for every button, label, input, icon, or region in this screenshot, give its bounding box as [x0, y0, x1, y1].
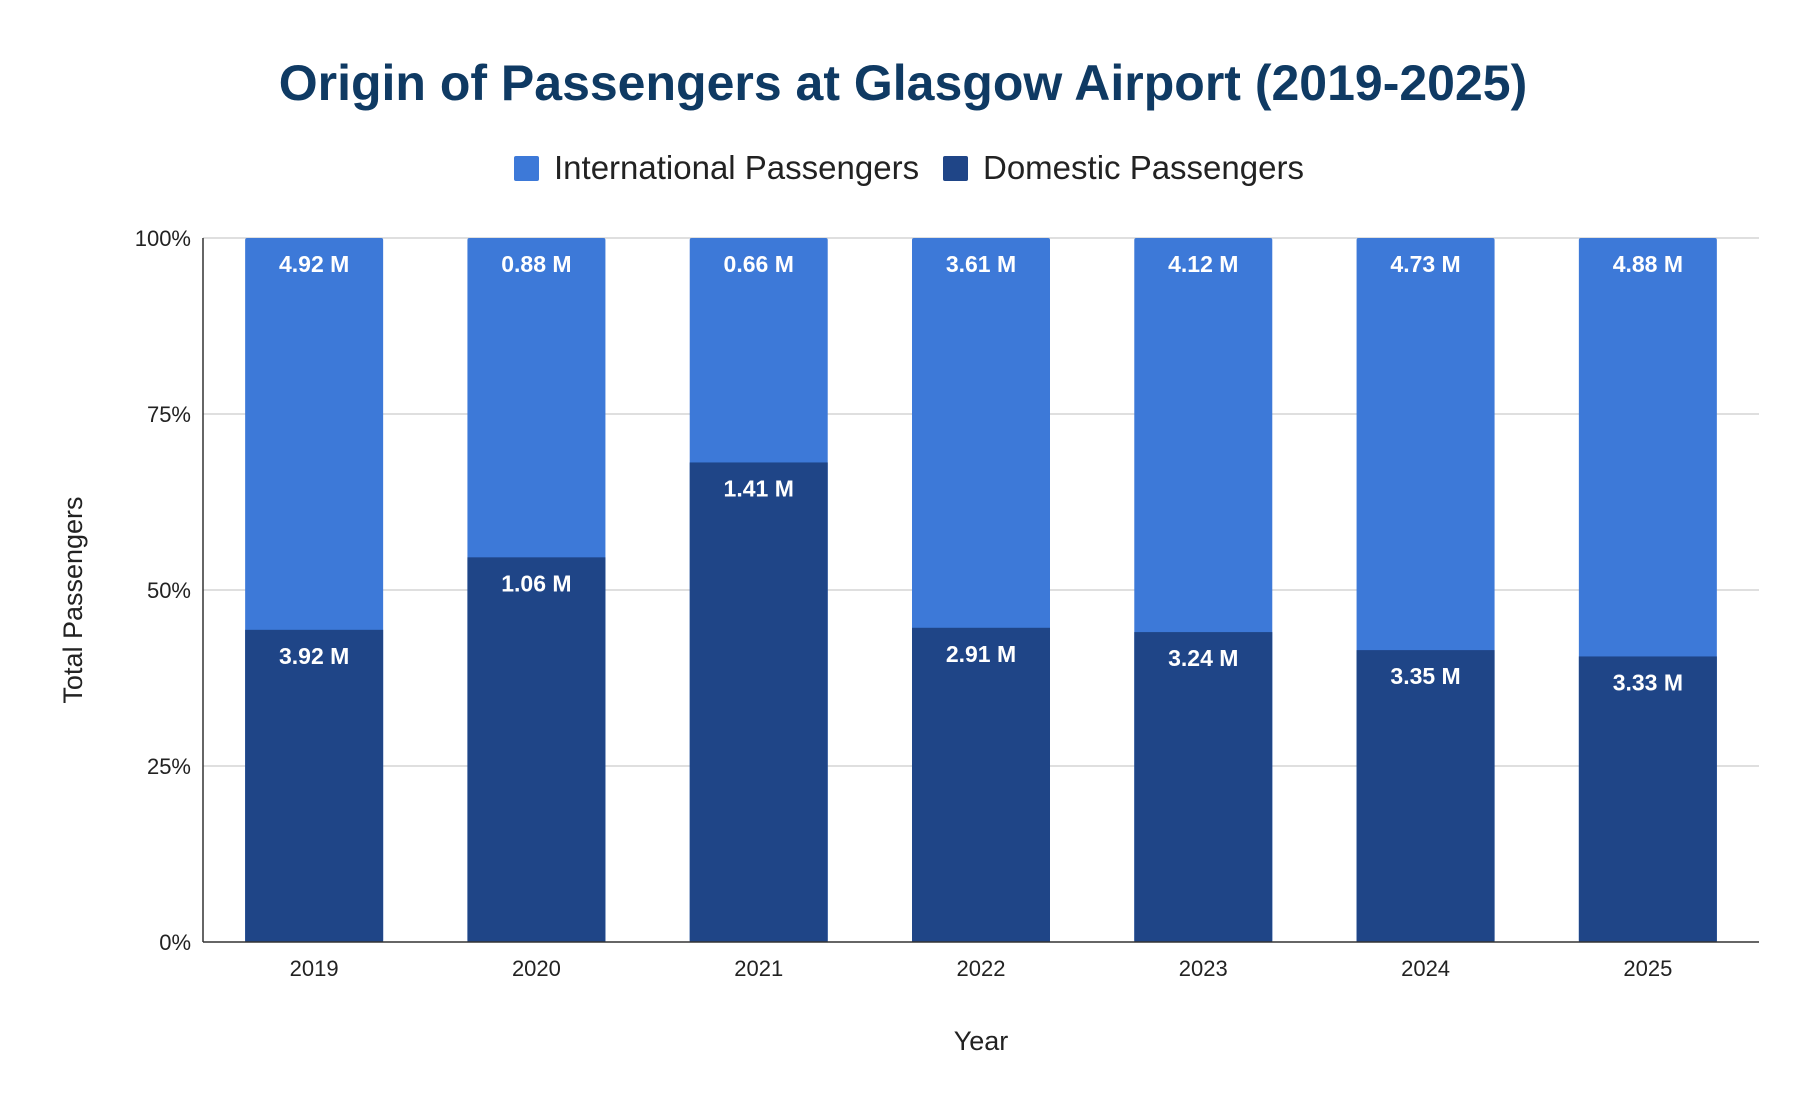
legend-swatch-domestic [943, 156, 968, 181]
y-tick-label: 0% [159, 930, 191, 955]
y-tick-label: 75% [147, 402, 191, 427]
data-label-domestic-2020: 1.06 M [501, 570, 571, 596]
y-tick-label: 25% [147, 754, 191, 779]
bar-domestic-2023 [1134, 632, 1273, 942]
data-label-international-2019: 4.92 M [279, 251, 349, 277]
data-label-domestic-2023: 3.24 M [1168, 645, 1238, 671]
data-label-international-2025: 4.88 M [1613, 251, 1683, 277]
data-label-international-2022: 3.61 M [946, 251, 1016, 277]
bars: 4.92 M 3.92 M 0.88 M 1.06 M 0.66 M 1.41 M 3.61… [245, 238, 1717, 942]
data-label-domestic-2019: 3.92 M [279, 643, 349, 669]
data-label-domestic-2024: 3.35 M [1390, 663, 1460, 689]
y-tick-label: 50% [147, 578, 191, 603]
data-label-international-2023: 4.12 M [1168, 251, 1238, 277]
data-label-international-2020: 0.88 M [501, 251, 571, 277]
legend: International Passengers Domestic Passen… [514, 149, 1304, 186]
legend-swatch-international [514, 156, 539, 181]
data-label-domestic-2021: 1.41 M [724, 475, 794, 501]
chart-title: Origin of Passengers at Glasgow Airport … [279, 55, 1528, 111]
y-axis-title: Total Passengers [58, 496, 88, 703]
x-tick-label: 2022 [957, 956, 1006, 981]
x-axis-ticks: 2019 2020 2021 2022 2023 2024 2025 [290, 956, 1673, 981]
x-tick-label: 2025 [1623, 956, 1672, 981]
x-tick-label: 2023 [1179, 956, 1228, 981]
x-tick-label: 2020 [512, 956, 561, 981]
y-axis-ticks: 0% 25% 50% 75% 100% [135, 226, 191, 955]
bar-domestic-2025 [1578, 656, 1717, 942]
bar-domestic-2019 [245, 629, 384, 942]
data-label-domestic-2022: 2.91 M [946, 641, 1016, 667]
legend-label-domestic: Domestic Passengers [983, 149, 1304, 186]
data-label-domestic-2025: 3.33 M [1613, 669, 1683, 695]
bar-domestic-2021 [689, 462, 828, 942]
x-tick-label: 2024 [1401, 956, 1450, 981]
x-tick-label: 2021 [734, 956, 783, 981]
bar-domestic-2024 [1356, 650, 1495, 942]
data-label-international-2024: 4.73 M [1390, 251, 1460, 277]
data-label-international-2021: 0.66 M [724, 251, 794, 277]
bar-domestic-2020 [467, 557, 606, 942]
bar-domestic-2022 [912, 627, 1050, 942]
x-axis-title: Year [954, 1026, 1009, 1056]
y-tick-label: 100% [135, 226, 191, 251]
x-tick-label: 2019 [290, 956, 339, 981]
legend-label-international: International Passengers [554, 149, 919, 186]
